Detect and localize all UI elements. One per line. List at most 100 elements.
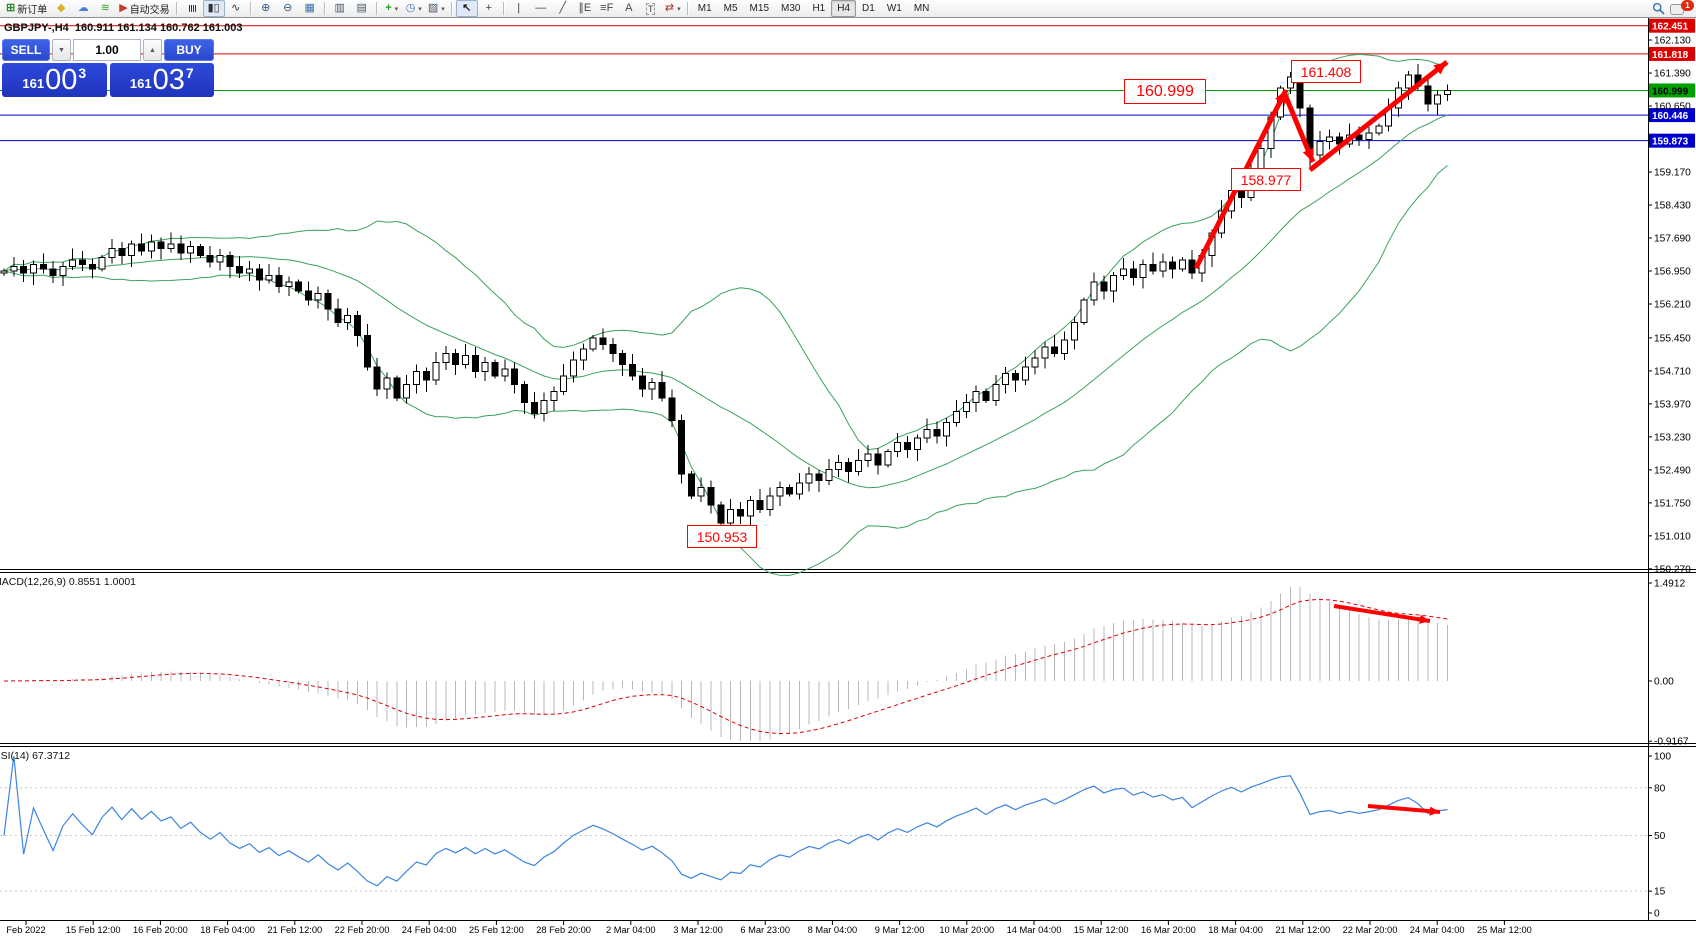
chevron-down-icon: ▾	[677, 5, 681, 13]
trend-arrow-3[interactable]	[1308, 60, 1449, 172]
template-button[interactable]: ▨ ▾	[425, 0, 448, 17]
x-axis-label: 25 Mar 12:00	[1477, 925, 1532, 935]
candle	[432, 361, 440, 381]
label-button[interactable]: T	[640, 0, 662, 17]
arrows-button[interactable]: ⇄ ▾	[662, 0, 684, 17]
chevron-down-icon: ▾	[394, 5, 399, 13]
x-axis-label: 22 Mar 20:00	[1343, 925, 1398, 935]
add-indicator-icon: +	[385, 2, 392, 14]
search-button[interactable]	[1647, 0, 1669, 17]
candle	[795, 482, 803, 495]
fibonacci-button[interactable]: ≡F	[596, 0, 618, 17]
tile-windows-button[interactable]: ▦	[299, 0, 321, 17]
rsi-axis-tick: 80	[1654, 783, 1666, 794]
tab-timeframe-H4[interactable]: H4	[831, 0, 857, 17]
candle	[884, 451, 892, 466]
crosshair-button[interactable]: +	[478, 0, 500, 17]
candle	[1129, 268, 1137, 279]
candle	[285, 281, 293, 288]
indicator-window-button[interactable]: ▥	[329, 0, 351, 17]
zoom-in-icon: ⊕	[261, 2, 271, 14]
tab-timeframe-H1[interactable]: H1	[812, 3, 826, 14]
candle	[206, 254, 214, 263]
candle	[766, 495, 774, 511]
auto-trading-button[interactable]: ▶ 自动交易	[116, 0, 172, 17]
price-annotation-158977[interactable]: 158.977	[1231, 168, 1301, 191]
volume-increase-button[interactable]: ▲	[143, 39, 162, 61]
zoom-in-button[interactable]: ⊕	[255, 0, 277, 17]
bollinger-band-middle	[3, 114, 1448, 489]
notifications-button[interactable]: 1	[1669, 0, 1694, 17]
macd-indicator-label: MACD(12,26,9) 0.8551 1.0001	[0, 576, 137, 588]
metaeditor-button[interactable]: ◆	[50, 0, 72, 17]
price-annotation-150953[interactable]: 150.953	[687, 525, 757, 548]
candle	[295, 281, 303, 292]
candle	[697, 486, 705, 497]
tile-windows-icon: ▦	[304, 2, 315, 14]
notification-badge: 1	[1681, 0, 1694, 11]
x-axis-label: 22 Feb 20:00	[335, 925, 390, 935]
candle	[815, 473, 823, 482]
candle	[0, 270, 8, 274]
x-axis-label: 16 Feb 20:00	[133, 925, 188, 935]
line-chart-button[interactable]: ∿	[225, 0, 247, 17]
tab-timeframe-MN[interactable]: MN	[913, 3, 930, 14]
text-icon: A	[625, 2, 633, 14]
buy-price[interactable]: 161 03 7	[109, 63, 214, 97]
tab-timeframe-W1[interactable]: W1	[886, 3, 902, 14]
community-icon: ☁	[77, 2, 89, 14]
horizontal-line-button[interactable]: —	[530, 0, 552, 17]
tab-timeframe-M5[interactable]: M5	[723, 3, 738, 14]
period-button[interactable]: ◷ ▾	[403, 0, 425, 17]
add-indicator-button[interactable]: + ▾	[381, 0, 403, 17]
channel-button[interactable]: ∥E	[574, 0, 596, 17]
candle	[972, 390, 980, 404]
candlestick-button[interactable]: ▮▯	[202, 0, 225, 17]
signal-button[interactable]: ≋	[94, 0, 116, 17]
price-annotation-161408[interactable]: 161.408	[1291, 60, 1361, 83]
text-button[interactable]: A	[618, 0, 640, 17]
volume-decrease-button[interactable]: ▼	[52, 39, 71, 61]
trendline-icon: ╱	[559, 2, 567, 14]
vertical-line-button[interactable]: |	[508, 0, 530, 17]
tab-timeframe-M30[interactable]: M30	[781, 3, 801, 14]
candle	[982, 390, 990, 401]
bollinger-band-upper	[3, 53, 1448, 451]
data-window-button[interactable]: ▤	[351, 0, 373, 17]
community-button[interactable]: ☁	[72, 0, 94, 17]
toolbar-separator	[450, 2, 453, 15]
candle	[530, 402, 538, 415]
new-order-button[interactable]: ⊞ 新订单	[3, 0, 50, 17]
candle	[1424, 85, 1432, 105]
trend-arrow-2[interactable]	[1281, 91, 1316, 163]
trend-arrow-4[interactable]	[1333, 604, 1431, 624]
candle	[88, 263, 96, 270]
tab-timeframe-D1[interactable]: D1	[862, 3, 875, 14]
trend-arrow-5[interactable]	[1367, 804, 1441, 816]
x-axis-label: 16 Mar 20:00	[1141, 925, 1196, 935]
tab-timeframe-M1[interactable]: M1	[697, 3, 712, 14]
sell-price[interactable]: 161 00 3	[2, 63, 107, 97]
candle	[1139, 263, 1147, 279]
x-axis-label: 9 Mar 12:00	[875, 925, 925, 935]
volume-input[interactable]: 1.00	[73, 39, 141, 61]
candle	[943, 422, 951, 437]
x-axis-label: 3 Mar 12:00	[673, 925, 723, 935]
vertical-line-icon: |	[517, 2, 521, 14]
toolbar-separator	[686, 2, 689, 15]
price-annotation-160999[interactable]: 160.999	[1124, 79, 1206, 104]
zoom-out-button[interactable]: ⊖	[277, 0, 299, 17]
bar-chart-button[interactable]: ≣	[181, 0, 203, 17]
horizontal-line-icon: —	[535, 2, 547, 14]
auto-trading-label: 自动交易	[129, 5, 170, 16]
trendline-button[interactable]: ╱	[552, 0, 574, 17]
sell-button[interactable]: SELL	[2, 39, 50, 61]
bar-chart-icon: ≣	[186, 3, 199, 14]
candle	[1149, 263, 1157, 272]
x-axis-label: 28 Feb 20:00	[536, 925, 591, 935]
candle	[246, 268, 253, 274]
buy-button[interactable]: BUY	[164, 39, 214, 61]
cursor-button[interactable]: ↖	[455, 0, 478, 17]
candle	[354, 315, 362, 337]
tab-timeframe-M15[interactable]: M15	[749, 3, 769, 14]
